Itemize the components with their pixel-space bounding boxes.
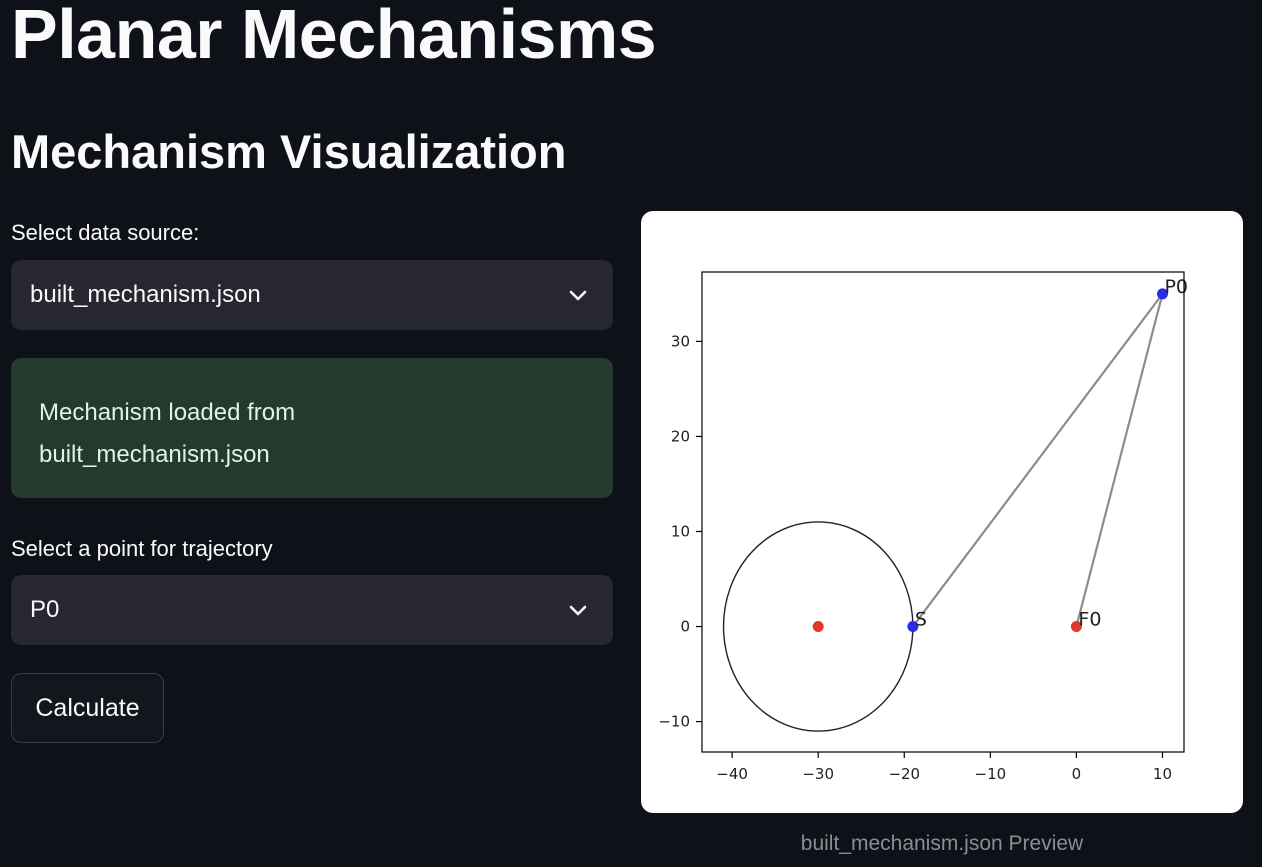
point-label: F0 [1078,609,1101,631]
success-alert: Mechanism loaded from built_mechanism.js… [11,358,613,498]
x-tick-label: −10 [975,765,1007,783]
trajectory-point-select[interactable]: P0 [11,575,613,645]
chevron-down-icon [569,290,587,301]
x-tick-label: 0 [1072,765,1082,783]
chevron-down-icon [569,605,587,616]
section-title: Mechanism Visualization [11,125,567,178]
data-source-select[interactable]: built_mechanism.json [11,260,613,330]
success-message: Mechanism loaded from built_mechanism.js… [39,399,296,468]
link-line [911,293,1164,628]
y-tick-label: 0 [680,618,690,636]
data-source-label: Select data source: [11,220,200,245]
trajectory-point-value: P0 [30,596,60,623]
x-tick-label: 10 [1153,765,1172,783]
mechanism-plot: F0 S P0 −40 −30 −20 −10 0 10 −10 0 10 20 30 [658,271,1188,783]
y-tick-label: 10 [671,522,690,540]
calculate-button[interactable]: Calculate [11,673,164,743]
point-label: P0 [1164,276,1188,298]
mechanism-preview-image: F0 S P0 −40 −30 −20 −10 0 10 −10 0 10 20 30 [641,211,1243,813]
fixed-point [1070,621,1082,633]
preview-caption: built_mechanism.json Preview [800,832,1084,855]
y-tick-label: −10 [658,713,690,731]
y-tick-label: 30 [671,332,690,350]
x-tick-label: −30 [802,765,834,783]
y-tick-label: 20 [671,427,690,445]
x-tick-label: −40 [716,765,748,783]
link-line [1075,293,1164,627]
page-title: Planar Mechanisms [11,0,657,73]
moving-point [907,621,919,633]
data-source-value: built_mechanism.json [30,281,261,308]
plot-frame [701,271,1185,753]
trajectory-point-label: Select a point for trajectory [11,536,273,561]
x-tick-label: −20 [888,765,920,783]
point-label: S [915,609,927,631]
moving-point [1156,288,1168,300]
fixed-point [812,621,824,633]
